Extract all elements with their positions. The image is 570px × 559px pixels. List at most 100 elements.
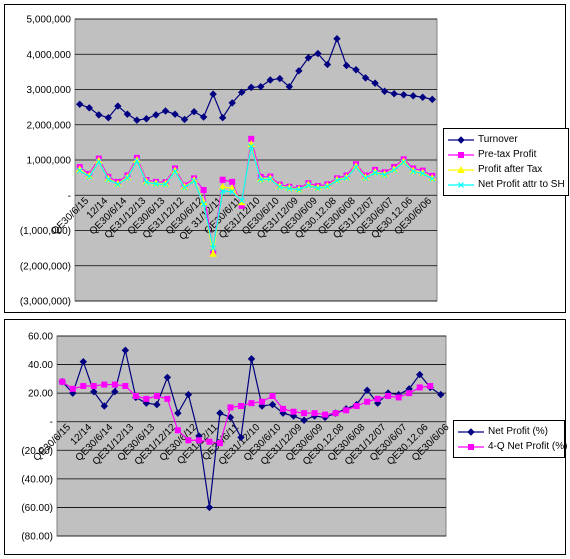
legend-swatch bbox=[448, 151, 474, 158]
data-point bbox=[385, 393, 392, 399]
data-point bbox=[268, 400, 277, 409]
data-point bbox=[342, 61, 351, 70]
data-point bbox=[416, 384, 423, 391]
data-point bbox=[324, 183, 331, 190]
data-point bbox=[228, 99, 236, 107]
data-point bbox=[90, 388, 98, 396]
legend-marker bbox=[458, 151, 464, 158]
data-point bbox=[200, 186, 207, 193]
data-point bbox=[79, 358, 87, 366]
data-point bbox=[380, 87, 389, 95]
data-point bbox=[209, 249, 217, 257]
data-point bbox=[248, 400, 255, 407]
legend-swatch bbox=[448, 135, 474, 144]
legend-marker bbox=[457, 165, 465, 173]
data-point bbox=[143, 395, 150, 402]
data-point bbox=[259, 398, 266, 405]
data-point bbox=[195, 437, 202, 444]
data-point bbox=[391, 166, 398, 173]
legend-entry: Net Profit attr to SH bbox=[448, 177, 565, 192]
data-point bbox=[142, 115, 151, 123]
data-point bbox=[111, 388, 119, 396]
data-point bbox=[114, 181, 121, 188]
legend-label: 4-Q Net Profit (%) bbox=[488, 441, 568, 452]
data-point bbox=[124, 175, 131, 181]
data-point bbox=[257, 82, 265, 91]
y-tick-label: 2,000,000 bbox=[27, 120, 72, 131]
legend-label: Pre-tax Profit bbox=[478, 149, 537, 160]
legend-marker bbox=[467, 427, 475, 436]
data-point bbox=[269, 393, 276, 399]
data-point bbox=[216, 409, 224, 417]
data-point bbox=[95, 111, 103, 119]
data-point bbox=[104, 113, 113, 122]
data-point bbox=[206, 438, 213, 445]
data-point bbox=[353, 164, 359, 170]
data-point bbox=[184, 390, 193, 399]
data-point bbox=[238, 88, 246, 97]
data-point bbox=[209, 90, 217, 98]
net-profit-legend: Net Profit (%) 4-Q Net Profit (%) bbox=[453, 420, 568, 458]
data-point bbox=[153, 400, 161, 409]
data-point bbox=[59, 378, 66, 385]
data-point bbox=[437, 390, 445, 399]
data-point bbox=[163, 373, 172, 382]
data-point bbox=[218, 113, 227, 122]
data-point bbox=[133, 116, 141, 124]
data-point bbox=[323, 60, 332, 69]
data-point bbox=[409, 92, 417, 100]
data-point bbox=[419, 93, 427, 101]
data-point bbox=[400, 159, 407, 166]
data-point bbox=[427, 383, 434, 389]
data-point bbox=[205, 503, 214, 512]
legend-label: Net Profit attr to SH bbox=[478, 179, 565, 190]
series-4-q-net-profit- bbox=[59, 378, 434, 447]
data-point bbox=[285, 82, 294, 91]
legend-label: Profit after Tax bbox=[478, 164, 543, 175]
data-point bbox=[301, 410, 308, 417]
data-point bbox=[416, 370, 424, 379]
data-point bbox=[406, 390, 413, 397]
legend-entry: Pre-tax Profit bbox=[448, 147, 564, 162]
data-point bbox=[219, 176, 226, 183]
data-point bbox=[410, 168, 417, 175]
data-point bbox=[191, 177, 198, 184]
financials-chart: 5,000,000 4,000,000 3,000,000 2,000,000 1,00… bbox=[20, 15, 438, 308]
data-point bbox=[311, 410, 318, 417]
data-point bbox=[237, 433, 245, 442]
data-point bbox=[162, 181, 169, 188]
data-point bbox=[161, 107, 170, 115]
data-point bbox=[343, 175, 350, 181]
data-point bbox=[181, 184, 188, 191]
data-point bbox=[361, 74, 370, 82]
data-point bbox=[132, 393, 139, 399]
legend-swatch bbox=[448, 165, 474, 173]
y-tick-label: 1,000,000 bbox=[27, 156, 72, 167]
data-point bbox=[290, 408, 297, 415]
data-point bbox=[219, 188, 226, 194]
data-point bbox=[276, 74, 284, 83]
data-point bbox=[76, 167, 83, 174]
y-tick-label: (60.00) bbox=[21, 503, 53, 514]
data-point bbox=[295, 186, 302, 193]
data-point bbox=[395, 394, 402, 401]
legend-marker bbox=[468, 443, 474, 450]
data-point bbox=[429, 175, 436, 182]
data-point bbox=[153, 393, 160, 399]
data-point bbox=[267, 176, 274, 182]
data-point bbox=[247, 83, 255, 92]
data-point bbox=[353, 403, 360, 409]
data-point bbox=[171, 110, 179, 118]
data-point bbox=[174, 427, 181, 434]
data-point bbox=[101, 381, 108, 388]
net-profit-chart: 60.00 40.00 20.00 - (20.00) (40.00) (60.00) (80… bbox=[21, 332, 452, 543]
data-point bbox=[314, 49, 322, 58]
data-point bbox=[180, 115, 189, 124]
y-tick-label: 3,000,000 bbox=[27, 85, 72, 96]
data-point bbox=[276, 183, 283, 190]
data-point bbox=[174, 409, 182, 417]
data-point bbox=[105, 176, 112, 183]
legend-entry: Profit after Tax bbox=[448, 162, 564, 177]
data-point bbox=[381, 171, 388, 178]
data-point bbox=[322, 411, 329, 418]
